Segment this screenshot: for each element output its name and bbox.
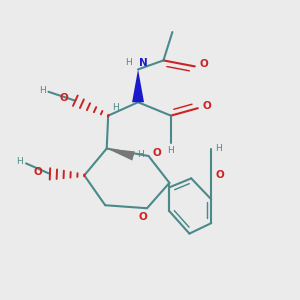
Text: H: H: [112, 103, 119, 112]
Polygon shape: [132, 69, 144, 102]
Text: O: O: [200, 59, 208, 69]
Text: H: H: [137, 150, 143, 159]
Text: O: O: [215, 170, 224, 180]
Text: H: H: [39, 86, 46, 95]
Text: H: H: [167, 146, 174, 155]
Text: H: H: [16, 158, 23, 166]
Text: O: O: [138, 212, 147, 222]
Text: N: N: [139, 58, 148, 68]
Text: H: H: [125, 58, 132, 67]
Polygon shape: [107, 148, 135, 160]
Text: O: O: [152, 148, 161, 158]
Text: O: O: [34, 167, 43, 177]
Text: O: O: [59, 93, 68, 103]
Text: O: O: [202, 101, 211, 111]
Text: H: H: [215, 144, 222, 153]
